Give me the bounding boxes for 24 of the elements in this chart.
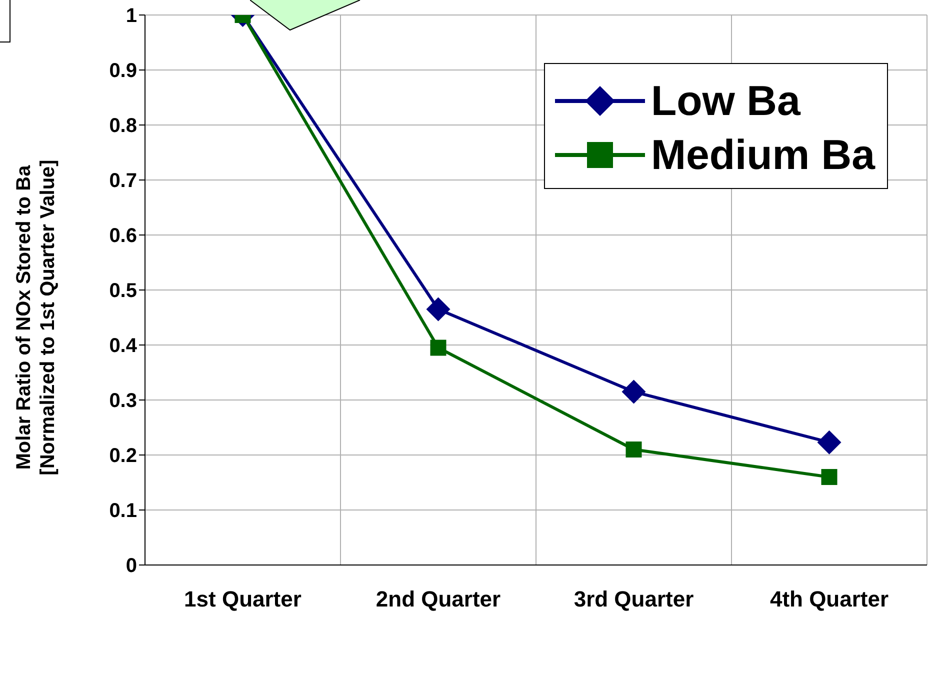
point: [430, 340, 446, 356]
point: [821, 469, 838, 485]
x-tick-label: 4th Quarter: [770, 586, 889, 612]
point: [426, 297, 450, 322]
y-tick-label: 0.2: [109, 445, 137, 468]
y-tick-label: 1: [126, 5, 137, 28]
y-tick-label: 0.9: [109, 60, 137, 82]
y-tick-label: 0.8: [109, 115, 137, 138]
y-tick-label: 0.7: [109, 170, 137, 192]
y-tick-label: 0.4: [109, 335, 138, 358]
y-tick-label: 0: [126, 555, 137, 578]
y-tick-label: 0.3: [109, 390, 137, 412]
x-tick-label: 2nd Quarter: [376, 586, 502, 612]
point: [626, 442, 642, 458]
point: [622, 380, 646, 404]
y-tick-label: 0.5: [109, 280, 137, 302]
legend-label: Low Ba: [650, 77, 800, 125]
legend-label: Medium Ba: [650, 131, 875, 179]
y-axis-title: Molar Ratio of NOx Stored to Ba [Normalized to 1st Quarter Value]: [13, 160, 59, 476]
x-tick-label: 3rd Quarter: [574, 586, 694, 612]
x-tick-label: 1st Quarter: [184, 586, 302, 612]
y-tick-label: 0.6: [109, 225, 137, 248]
y-tick-label: 0.1: [109, 500, 137, 522]
point: [817, 430, 842, 454]
